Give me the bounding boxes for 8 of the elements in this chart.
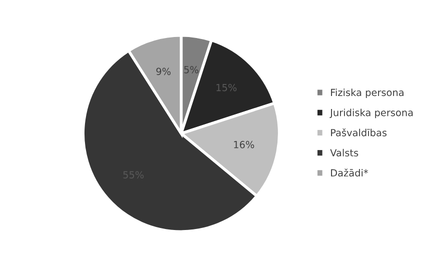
data-label: 5% bbox=[184, 66, 198, 74]
legend-label: Fiziska persona bbox=[331, 88, 404, 98]
legend-label: Juridiska persona bbox=[330, 108, 413, 118]
data-label: 16% bbox=[234, 140, 254, 148]
data-label: 9% bbox=[156, 68, 171, 76]
legend-label: Pašvaldības bbox=[331, 128, 387, 136]
legend-label: Valsts bbox=[330, 148, 358, 156]
legend-label: Dažādi* bbox=[331, 168, 368, 177]
